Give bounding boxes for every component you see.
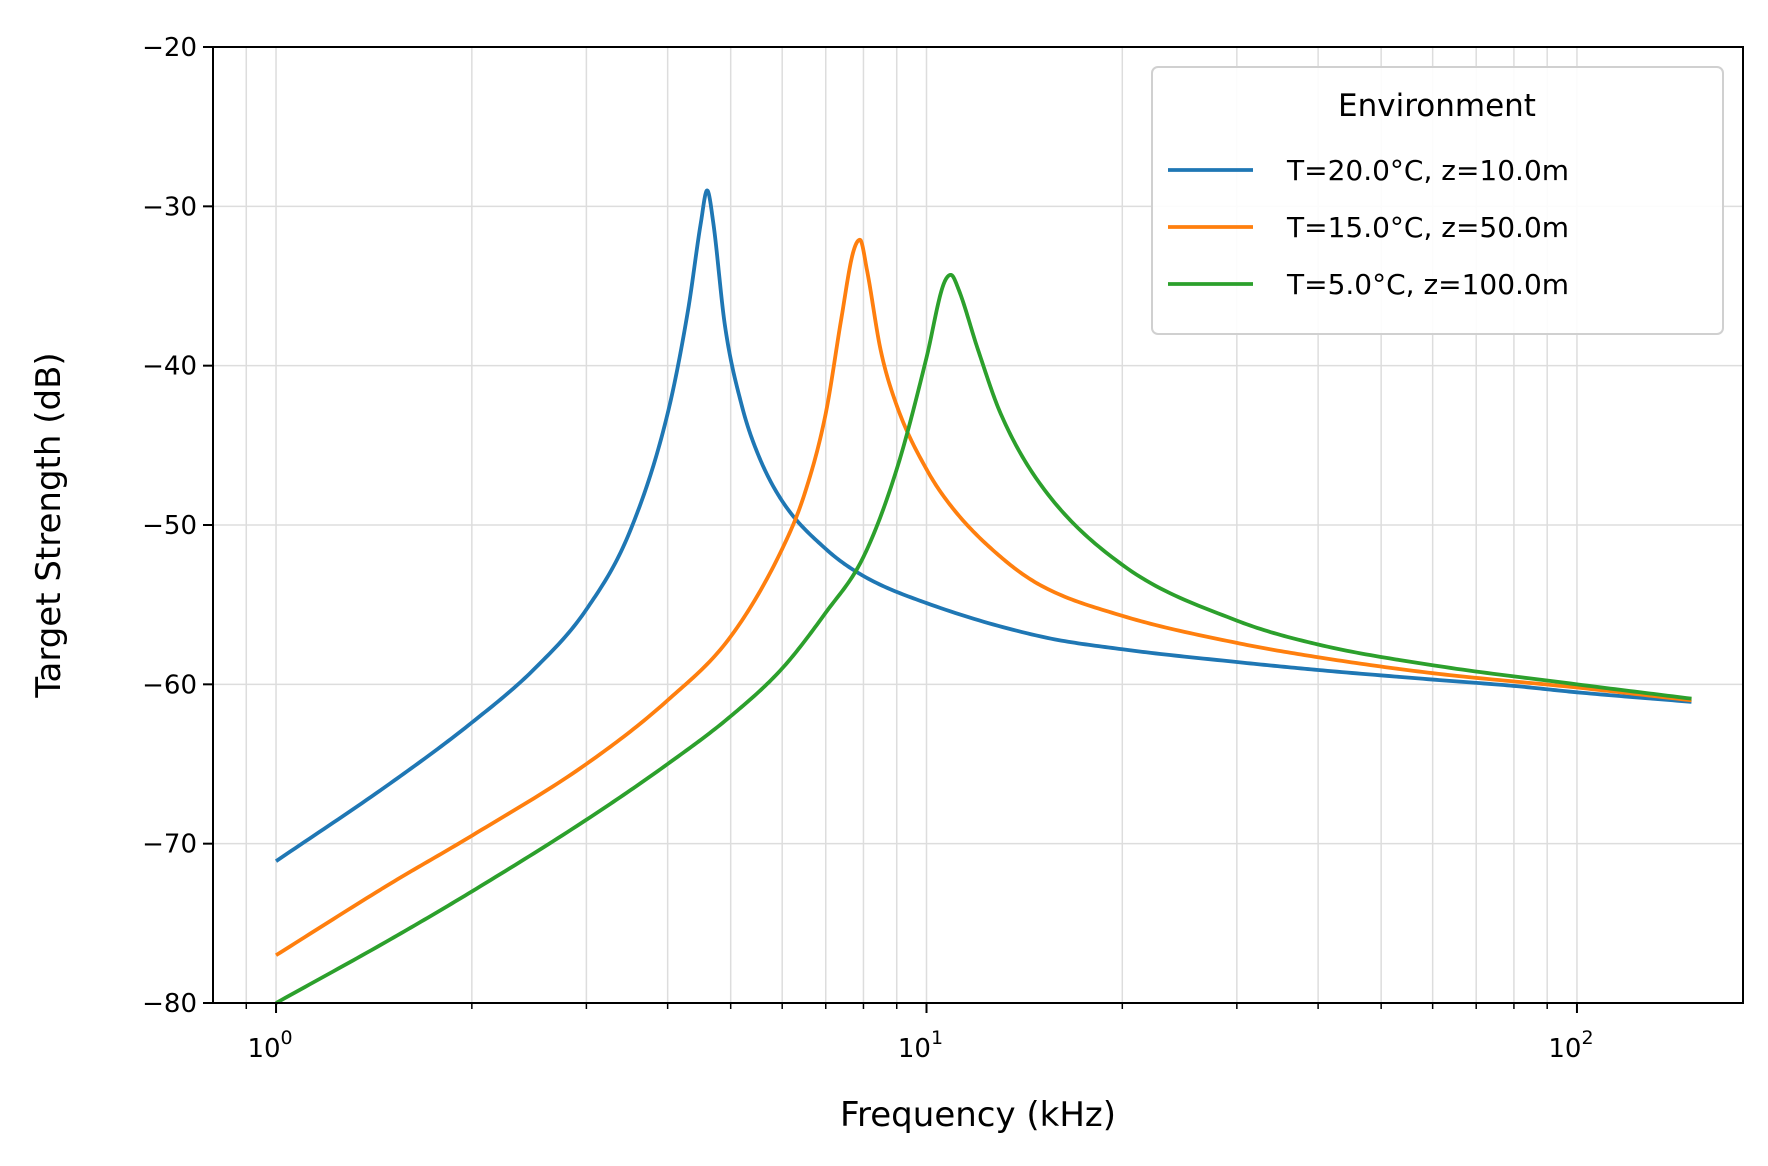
legend-box	[1151, 66, 1724, 335]
x-tick-label: 100	[247, 1027, 292, 1064]
legend-label: T=15.0°C, z=50.0m	[1286, 211, 1569, 244]
legend-title: Environment	[1338, 88, 1536, 124]
series-line	[275, 237, 1692, 957]
y-tick-label: −30	[142, 192, 197, 222]
legend-items: T=20.0°C, z=10.0m T=15.0°C, z=50.0m T=5.0°…	[1168, 154, 1569, 301]
legend: Environment T=20.0°C, z=10.0m T=15.0°C, z…	[1151, 66, 1724, 335]
series-lines	[274, 188, 1692, 1005]
x-tick-label: 101	[898, 1027, 943, 1064]
series-line	[275, 272, 1692, 1005]
axis-ticks: 100 101 102 −80 −70 −60 −50 −40 −30 −20	[142, 33, 1593, 1064]
x-axis-title: Frequency (kHz)	[840, 1095, 1116, 1135]
x-tick-label: 102	[1548, 1027, 1593, 1064]
y-tick-label: −60	[142, 670, 197, 700]
y-tick-label: −70	[142, 830, 197, 860]
series-line	[274, 188, 1692, 863]
y-axis-title: Target Strength (dB)	[29, 352, 69, 698]
y-tick-label: −80	[142, 989, 197, 1019]
legend-label: T=5.0°C, z=100.0m	[1286, 268, 1569, 301]
legend-label: T=20.0°C, z=10.0m	[1286, 154, 1569, 187]
y-tick-label: −20	[142, 33, 197, 63]
y-tick-label: −40	[142, 352, 197, 382]
y-tick-label: −50	[142, 511, 197, 541]
